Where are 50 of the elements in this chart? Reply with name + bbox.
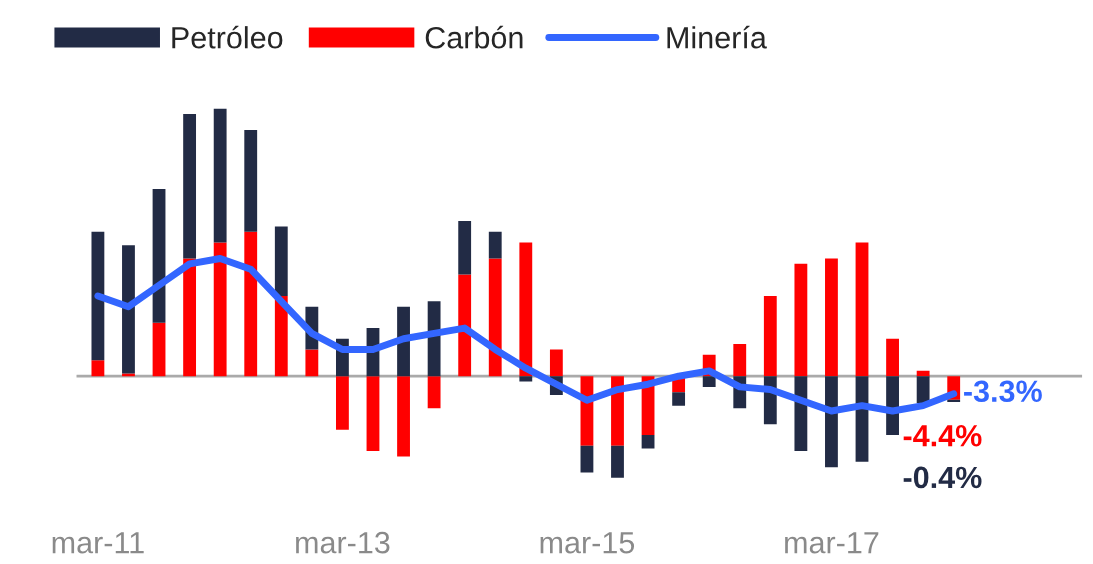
bar: [122, 245, 135, 374]
bar: [825, 376, 838, 468]
bar: [244, 130, 258, 232]
bar: [427, 376, 441, 409]
bar: [152, 322, 166, 377]
data-label: -0.4%: [903, 466, 982, 489]
bar: [488, 258, 502, 377]
bar: [825, 258, 838, 377]
bar: [183, 258, 197, 377]
bar: [397, 376, 410, 457]
bar: [641, 435, 655, 449]
bar: [91, 360, 105, 377]
bar: [458, 221, 472, 275]
bar: [519, 242, 533, 377]
bar: [213, 242, 227, 377]
bar: [855, 242, 869, 377]
bar: [336, 376, 349, 430]
legend-label: Minería: [667, 25, 767, 49]
legend-label: Carbón: [425, 25, 523, 49]
x-tick-label: mar-17: [785, 532, 879, 554]
bar: [213, 108, 227, 243]
bar: [886, 338, 899, 377]
bar: [580, 445, 594, 473]
x-tick-label: mar-11: [52, 532, 144, 554]
bar: [947, 399, 961, 402]
bar: [611, 445, 624, 478]
bar: [183, 114, 197, 259]
bar: [274, 226, 288, 296]
bar: [91, 231, 105, 361]
x-tick-label: mar-13: [296, 531, 390, 554]
legend-label: Petróleo: [172, 25, 283, 49]
bar: [244, 231, 258, 377]
bar: [305, 349, 319, 377]
bar: [702, 376, 716, 387]
bar: [488, 231, 502, 259]
x-tick-label: mar-15: [540, 532, 635, 554]
bar: [916, 376, 930, 403]
data-label: -4.4%: [903, 424, 982, 447]
bar: [794, 376, 808, 452]
bar: [763, 295, 777, 377]
bar: [366, 376, 380, 452]
bar: [733, 344, 747, 377]
bar: [794, 263, 808, 377]
bar: [916, 370, 930, 377]
bar: [519, 376, 533, 382]
bar: [672, 392, 686, 406]
bar: [549, 349, 563, 377]
data-label: -3.3%: [964, 380, 1042, 403]
bar: [427, 301, 441, 377]
bar: [458, 274, 472, 377]
